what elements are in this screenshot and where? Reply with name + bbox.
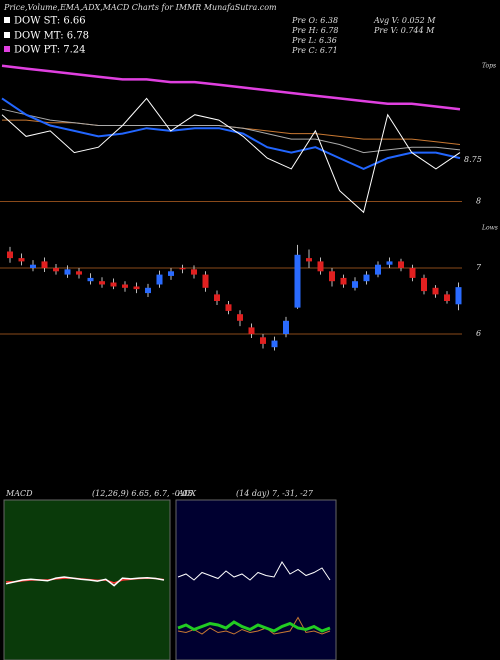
candle-body	[87, 277, 94, 282]
candle-body	[352, 281, 358, 288]
candle-body	[306, 258, 312, 262]
candle-body	[202, 274, 209, 288]
candle-body	[179, 268, 186, 270]
line-macd	[5, 576, 165, 587]
candle-body	[432, 287, 439, 295]
pre-l: Pre L: 6.36	[291, 36, 337, 45]
candle-body	[329, 271, 335, 282]
adx-params: (14 day) 7, -31, -27	[236, 489, 314, 498]
line-price	[1, 97, 461, 214]
candle-body	[122, 284, 128, 288]
candle-body	[386, 261, 393, 265]
candle-body	[53, 268, 59, 272]
tops-label: Tops	[482, 63, 496, 70]
line-adx	[177, 561, 331, 581]
candle-body	[64, 269, 71, 275]
legend-swatch	[4, 17, 10, 23]
candle-body	[271, 340, 278, 348]
y-tick-label: 7	[476, 263, 482, 272]
candle-body	[41, 261, 48, 268]
line-mid	[1, 108, 461, 154]
candle-body	[421, 277, 427, 292]
dow-mt: DOW MT: 6.78	[14, 31, 89, 42]
candle-body	[409, 268, 416, 278]
pre-h: Pre H: 6.78	[291, 26, 339, 35]
y-tick-label: 8	[476, 196, 481, 205]
candle-body	[214, 294, 220, 301]
candle-body	[260, 337, 266, 344]
dow-st: DOW ST: 6.66	[14, 16, 86, 27]
candle-body	[237, 314, 243, 321]
macd-label: MACD	[5, 489, 33, 498]
y-tick-label: 6	[476, 329, 481, 338]
candle-body	[145, 287, 151, 294]
candle-body	[317, 261, 324, 272]
candle-body	[99, 281, 105, 285]
adx-label: ADX	[177, 489, 196, 498]
pre-v: Pre V: 0.744 M	[373, 26, 435, 35]
line-di-plus	[177, 620, 331, 633]
candle-body	[156, 274, 163, 285]
pre-o: Pre O: 6.38	[291, 16, 338, 25]
line-pt	[1, 64, 461, 111]
dow-pt: DOW PT: 7.24	[14, 45, 86, 56]
candle-body	[76, 271, 82, 275]
candle-body	[455, 287, 462, 305]
line-short	[1, 97, 461, 170]
candle-body	[444, 294, 450, 301]
pre-c: Pre C: 6.71	[291, 46, 338, 55]
candle-body	[110, 282, 117, 287]
candle-body	[398, 261, 404, 268]
candle-body	[283, 320, 289, 334]
candle-body	[294, 254, 301, 308]
candle-body	[225, 304, 232, 311]
macd-params: (12,26,9) 6.65, 6.7, -0.05	[92, 489, 193, 498]
candle-body	[340, 277, 347, 285]
candle-body	[375, 264, 381, 275]
chart-title: Price,Volume,EMA,ADX,MACD Charts for IMM…	[3, 3, 277, 12]
candle-body	[133, 286, 140, 290]
lows-label: Lows	[481, 225, 498, 232]
legend-swatch	[4, 46, 10, 52]
candle-body	[168, 271, 174, 276]
adx-panel	[175, 499, 337, 660]
last-price: 8.75	[464, 155, 482, 164]
candle-body	[248, 327, 255, 334]
candle-body	[30, 264, 36, 268]
candle-body	[7, 251, 13, 259]
candle-body	[191, 269, 197, 275]
candle-body	[363, 274, 370, 282]
avg-v: Avg V: 0.052 M	[373, 16, 436, 25]
candle-body	[18, 258, 25, 262]
legend-swatch	[4, 32, 10, 38]
